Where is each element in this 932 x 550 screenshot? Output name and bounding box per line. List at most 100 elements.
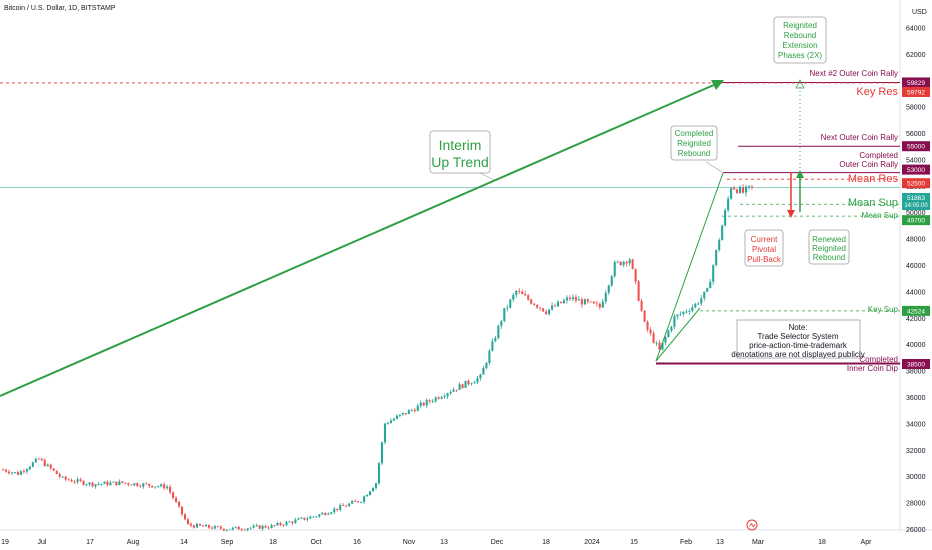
candle-body — [318, 514, 321, 517]
cr-line-1: Completed — [675, 129, 714, 138]
x-tick-label: Aug — [127, 539, 140, 546]
candle-body — [46, 464, 49, 467]
candle-body — [449, 391, 452, 394]
candle-body — [31, 462, 34, 467]
level-lines — [0, 81, 900, 365]
candle-body — [709, 281, 712, 289]
candle-body — [234, 526, 237, 528]
extension-arrow-head — [795, 79, 805, 89]
candle-body — [112, 481, 115, 483]
key-res-label: Key Res — [856, 86, 898, 98]
candle-body — [386, 423, 389, 425]
candle-body — [225, 530, 228, 531]
candle-body — [488, 350, 491, 363]
candle-body — [607, 285, 610, 293]
y-tick-label: 32000 — [906, 448, 926, 455]
candle-body — [521, 291, 524, 295]
candle-body — [58, 474, 61, 477]
candle-body — [467, 380, 470, 385]
candle-body — [524, 294, 527, 296]
candle-body — [360, 501, 363, 503]
candle-body — [455, 389, 458, 391]
candle-body — [4, 469, 8, 472]
candle-body — [255, 525, 258, 527]
candle-body — [192, 525, 196, 528]
candle-body — [106, 481, 109, 486]
price-badge-value: 52500 — [907, 181, 925, 188]
rr-line-3: Rebound — [813, 253, 845, 262]
candle-body — [288, 521, 291, 523]
candle-body — [443, 396, 446, 398]
candle-body — [604, 292, 607, 302]
candle-body — [270, 525, 273, 528]
candle-body — [428, 400, 431, 402]
price-badge-value: 59829 — [907, 80, 925, 87]
cr-line-3: Rebound — [678, 149, 710, 158]
candle-body — [273, 525, 276, 526]
next2-outer-label: Next #2 Outer Coin Rally — [810, 69, 898, 78]
candle-body — [491, 341, 494, 351]
candle-body — [22, 471, 25, 472]
note-box: Note: Trade Selector System price-action… — [731, 319, 865, 359]
candle-body — [34, 458, 37, 463]
candle-body — [401, 412, 404, 415]
y-tick-label: 28000 — [906, 501, 926, 508]
candle-body — [568, 297, 572, 300]
candle-body — [186, 519, 190, 524]
candle-body — [452, 389, 455, 392]
candle-body — [667, 330, 670, 338]
candle-body — [673, 316, 676, 327]
mean-res-label: Mean Res — [848, 173, 899, 185]
candle-body — [389, 420, 392, 424]
rebound-line-1 — [655, 172, 724, 362]
candle-body — [94, 484, 97, 487]
candle-body — [410, 409, 413, 411]
inner-dip-label-1: Completed — [859, 355, 898, 364]
y-tick-label: 34000 — [906, 421, 926, 428]
candle-body — [49, 464, 52, 469]
y-tick-label: 50000 — [906, 210, 926, 217]
candle-body — [637, 281, 640, 301]
candle-body — [574, 297, 577, 301]
candle-body — [619, 261, 622, 266]
candle-body — [228, 529, 231, 531]
candle-body — [721, 225, 724, 241]
candle-body — [694, 303, 697, 308]
candle-body — [500, 321, 503, 326]
candle-body — [682, 311, 685, 314]
currency-label: USD — [912, 9, 927, 16]
candle-body — [195, 523, 199, 528]
candle-body — [554, 305, 557, 307]
candle-body — [747, 185, 751, 187]
candle-body — [419, 402, 422, 406]
candle-body — [640, 300, 643, 311]
candle-body — [700, 298, 703, 304]
candle-body — [282, 524, 285, 526]
candle-body — [198, 523, 201, 526]
candle-body — [371, 488, 375, 492]
candle-body — [685, 311, 688, 313]
candle-body — [628, 259, 631, 264]
candle-body — [440, 397, 443, 399]
tradingview-watermark-icon — [746, 519, 758, 531]
candle-body — [562, 300, 566, 304]
candle-body — [712, 265, 715, 282]
candle-body — [246, 528, 249, 530]
candle-body — [351, 501, 354, 504]
candle-body — [715, 249, 718, 266]
x-tick-label: 15 — [630, 539, 638, 546]
candle-body — [527, 295, 530, 300]
candle-body — [73, 481, 76, 483]
candle-body — [103, 481, 106, 484]
candle-body — [407, 410, 410, 415]
inner-dip-label-2: Inner Coin Dip — [847, 364, 899, 373]
completed-reignited-callout: Completed Reignited Rebound — [670, 125, 718, 161]
candle-body — [163, 484, 166, 489]
candle-body — [213, 526, 216, 529]
candle-body — [542, 308, 545, 312]
price-badge — [902, 215, 930, 226]
candle-body — [586, 299, 589, 302]
price-badge-value: 42524 — [907, 308, 925, 315]
y-tick-label: 62000 — [906, 52, 926, 59]
